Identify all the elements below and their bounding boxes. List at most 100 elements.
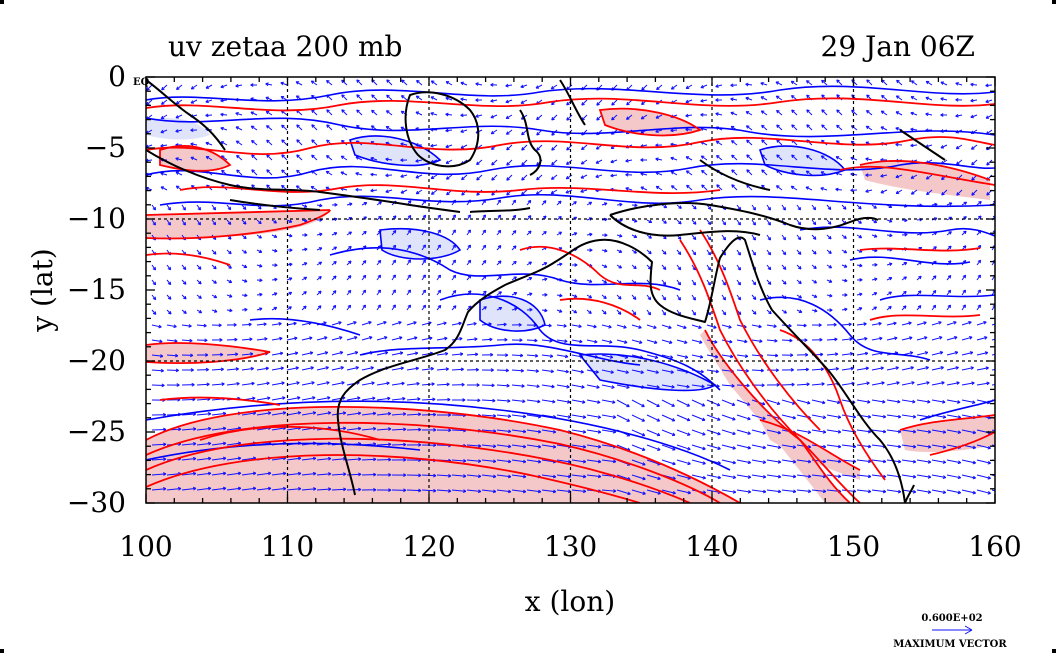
wind-vector: [436, 337, 448, 341]
wind-vector: [391, 367, 404, 371]
wind-vector: [391, 352, 403, 356]
wind-vector: [700, 99, 708, 102]
wind-vector-head: [687, 417, 691, 421]
wind-vector: [526, 414, 541, 418]
wind-vector-head: [744, 339, 748, 343]
wind-vector: [466, 322, 477, 326]
wind-vector-head: [203, 323, 207, 327]
wind-vector: [340, 187, 348, 191]
wind-vector: [736, 324, 747, 328]
wind-vector-head: [259, 206, 262, 210]
wind-vector: [901, 399, 916, 403]
wind-vector-head: [229, 279, 233, 283]
wind-vector-head: [174, 339, 178, 342]
wind-vector-head: [190, 353, 194, 356]
wind-vector-head: [537, 399, 541, 403]
wind-vector-head: [258, 307, 263, 309]
wind-vector: [796, 399, 811, 404]
wind-vector-head: [333, 260, 337, 263]
wind-vector: [761, 110, 768, 116]
wind-vector-head: [656, 88, 660, 91]
wind-vector: [736, 474, 751, 478]
wind-vector-head: [880, 126, 884, 130]
wind-vector-head: [190, 157, 194, 161]
wind-vector: [541, 444, 556, 448]
wind-vector-head: [559, 278, 563, 281]
wind-vector-head: [820, 171, 824, 175]
wind-vector: [326, 80, 333, 86]
wind-vector: [361, 397, 376, 401]
wind-vector: [685, 99, 693, 103]
wind-vector-head: [1003, 418, 1006, 419]
wind-vector-head: [319, 203, 323, 207]
wind-vector-head: [715, 113, 719, 116]
wind-vector-head: [1003, 431, 1005, 433]
wind-vector: [385, 158, 393, 161]
wind-vector: [391, 397, 406, 401]
wind-vector: [721, 399, 736, 406]
wind-vector: [541, 369, 554, 373]
wind-vector: [991, 353, 995, 356]
wind-vector-head: [881, 381, 885, 384]
wind-vector-head: [684, 340, 688, 344]
wind-vector-head: [551, 384, 555, 388]
wind-vector-head: [776, 383, 780, 386]
wind-vector-head: [385, 110, 389, 114]
wind-vector-head: [544, 292, 548, 296]
wind-vector: [661, 369, 674, 373]
wind-vector: [676, 429, 691, 436]
wind-vector-head: [460, 82, 464, 86]
wind-vector-head: [407, 289, 411, 292]
wind-vector-head: [433, 473, 437, 477]
wind-vector: [856, 459, 871, 463]
wind-vector-head: [865, 158, 869, 161]
wind-vector: [536, 144, 543, 151]
wind-vector-head: [731, 169, 734, 173]
wind-vector: [551, 159, 558, 166]
wind-vector-head: [948, 245, 952, 248]
wind-vector: [601, 384, 615, 389]
wind-vector-head: [793, 474, 797, 478]
wind-vector: [895, 143, 903, 146]
wind-vector-head: [266, 381, 270, 384]
wind-vector-head: [978, 215, 982, 218]
wind-vector: [391, 428, 407, 431]
wind-vector-head: [340, 155, 344, 160]
wind-vector: [871, 382, 885, 386]
wind-vector: [311, 154, 318, 161]
wind-vector-head: [732, 402, 736, 406]
wind-vector-head: [184, 295, 187, 300]
wind-vector-head: [523, 444, 527, 448]
wind-vector: [931, 366, 944, 371]
wind-vector-head: [536, 148, 540, 151]
wind-vector-head: [334, 202, 338, 206]
wind-vector: [496, 369, 509, 372]
wind-vector-head: [814, 280, 817, 284]
wind-vector: [241, 353, 253, 356]
wind-vector: [316, 488, 331, 491]
wind-vector: [856, 367, 869, 371]
wind-vector: [916, 381, 930, 386]
wind-vector: [536, 174, 543, 181]
wind-vector-head: [986, 381, 990, 384]
wind-vector-head: [747, 431, 751, 435]
wind-vector-head: [158, 324, 162, 328]
wind-vector: [886, 444, 901, 448]
wind-vector-head: [793, 415, 796, 419]
wind-vector: [961, 321, 972, 326]
wind-vector: [511, 444, 526, 448]
wind-vector: [361, 412, 376, 416]
wind-vector-head: [773, 324, 777, 327]
wind-vector-head: [521, 178, 525, 181]
wind-vector: [961, 367, 974, 371]
wind-vector: [211, 442, 226, 446]
wind-vector-head: [835, 156, 839, 160]
wind-vector: [865, 125, 873, 131]
y-tick-label: −30: [67, 486, 126, 519]
wind-vector-head: [728, 325, 732, 328]
wind-vector: [821, 109, 828, 116]
wind-vector-head: [761, 383, 765, 386]
wind-vector: [641, 84, 648, 91]
wind-vector-head: [790, 353, 794, 356]
wind-vector-head: [598, 474, 602, 478]
